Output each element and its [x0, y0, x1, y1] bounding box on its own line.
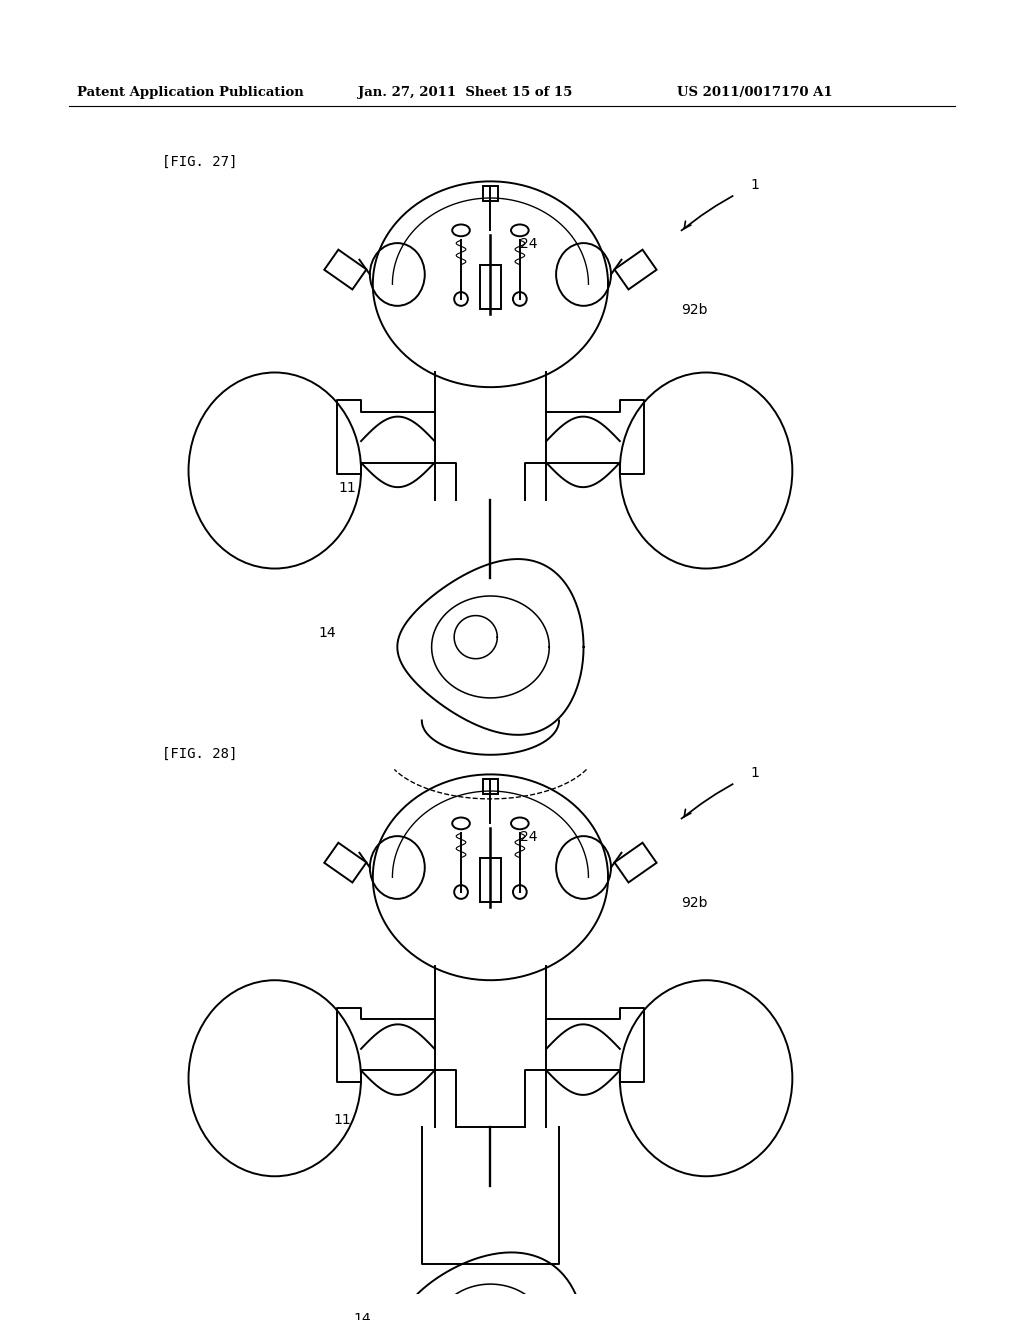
- Text: 24: 24: [520, 830, 538, 843]
- Text: 1: 1: [751, 178, 759, 193]
- Text: Jan. 27, 2011  Sheet 15 of 15: Jan. 27, 2011 Sheet 15 of 15: [358, 86, 572, 99]
- Text: 14: 14: [318, 626, 337, 640]
- Text: [FIG. 27]: [FIG. 27]: [162, 154, 238, 169]
- Text: 11: 11: [334, 1113, 351, 1127]
- Text: [FIG. 28]: [FIG. 28]: [162, 747, 238, 760]
- Text: US 2011/0017170 A1: US 2011/0017170 A1: [677, 86, 833, 99]
- Text: 92b: 92b: [682, 302, 708, 317]
- Text: Patent Application Publication: Patent Application Publication: [77, 86, 303, 99]
- Text: 11: 11: [339, 480, 356, 495]
- Text: 1: 1: [751, 767, 759, 780]
- Text: 92b: 92b: [682, 896, 708, 909]
- Text: 24: 24: [520, 238, 538, 251]
- Text: 14: 14: [353, 1312, 371, 1320]
